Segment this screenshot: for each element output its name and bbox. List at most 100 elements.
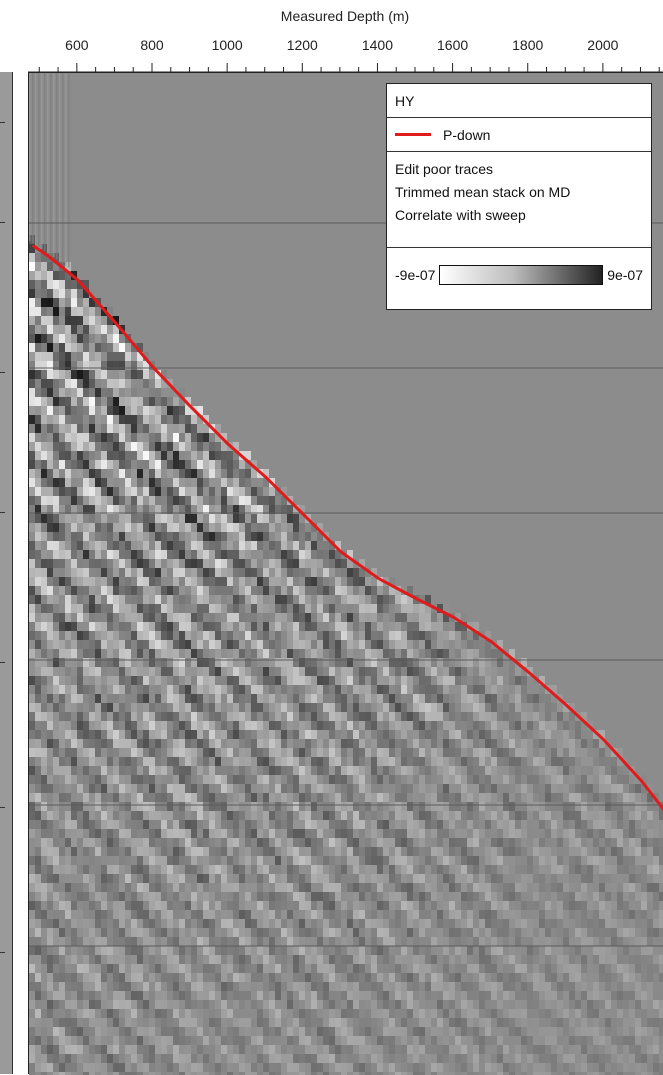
trace-cell (53, 802, 59, 811)
trace-cell (299, 973, 305, 982)
trace-cell (443, 730, 449, 739)
trace-cell (359, 973, 365, 982)
trace-cell (119, 442, 125, 451)
trace-cell (431, 712, 437, 721)
trace-cell (47, 577, 53, 586)
trace-cell (299, 703, 305, 712)
trace-cell (305, 613, 311, 622)
trace-cell (35, 829, 41, 838)
trace-cell (365, 712, 371, 721)
trace-cell (233, 784, 239, 793)
trace-cell (275, 955, 281, 964)
trace-cell (83, 361, 89, 370)
trace-cell (161, 937, 167, 946)
trace-cell (131, 874, 137, 883)
trace-cell (89, 568, 95, 577)
trace-cell (239, 577, 245, 586)
trace-cell (269, 1027, 275, 1036)
trace-cell (365, 793, 371, 802)
trace-cell (287, 568, 293, 577)
trace-cell (173, 469, 179, 478)
trace-cell (257, 856, 263, 865)
trace-cell (293, 955, 299, 964)
trace-cell (221, 487, 227, 496)
trace-cell (251, 946, 257, 955)
trace-cell (59, 955, 65, 964)
trace-cell (59, 1063, 65, 1072)
trace-cell (233, 487, 239, 496)
trace-cell (161, 559, 167, 568)
trace-cell (101, 487, 107, 496)
trace-cell (59, 739, 65, 748)
trace-cell (89, 811, 95, 820)
trace-cell (197, 775, 203, 784)
trace-cell (167, 649, 173, 658)
trace-cell (329, 982, 335, 991)
trace-cell (269, 568, 275, 577)
trace-cell (53, 1018, 59, 1027)
trace-cell (47, 631, 53, 640)
trace-cell (329, 622, 335, 631)
trace-cell (293, 883, 299, 892)
trace-cell (89, 298, 95, 307)
trace-cell (107, 649, 113, 658)
trace-cell (251, 829, 257, 838)
trace-cell (239, 1054, 245, 1063)
trace-cell (47, 595, 53, 604)
trace-cell (113, 424, 119, 433)
trace-cell (419, 739, 425, 748)
trace-cell (107, 883, 113, 892)
trace-cell (77, 1045, 83, 1054)
trace-cell (137, 379, 143, 388)
trace-cell (83, 307, 89, 316)
trace-cell (377, 991, 383, 1000)
trace-cell (53, 316, 59, 325)
trace-cell (53, 613, 59, 622)
trace-cell (131, 460, 137, 469)
trace-cell (227, 847, 233, 856)
trace-cell (347, 928, 353, 937)
trace-cell (197, 658, 203, 667)
trace-cell (83, 820, 89, 829)
trace-cell (131, 973, 137, 982)
trace-cell (173, 505, 179, 514)
trace-cell (89, 352, 95, 361)
trace-cell (209, 1054, 215, 1063)
trace-cell (329, 1000, 335, 1009)
trace-cell (29, 604, 35, 613)
trace-cell (383, 865, 389, 874)
trace-cell (53, 298, 59, 307)
trace-cell (35, 1000, 41, 1009)
trace-cell (311, 964, 317, 973)
trace-cell (59, 1045, 65, 1054)
trace-cell (305, 928, 311, 937)
trace-cell (263, 658, 269, 667)
trace-cell (203, 847, 209, 856)
trace-cell (77, 856, 83, 865)
trace-cell (53, 442, 59, 451)
trace-cell (353, 685, 359, 694)
trace-cell (41, 577, 47, 586)
trace-cell (353, 748, 359, 757)
trace-cell (389, 928, 395, 937)
trace-cell (245, 928, 251, 937)
trace-cell (149, 982, 155, 991)
trace-cell (245, 802, 251, 811)
trace-cell (143, 856, 149, 865)
trace-cell (365, 721, 371, 730)
trace-cell (41, 865, 47, 874)
trace-cell (161, 730, 167, 739)
trace-cell (155, 631, 161, 640)
trace-cell (431, 766, 437, 775)
trace-cell (95, 658, 101, 667)
trace-cell (209, 433, 215, 442)
trace-cell (413, 622, 419, 631)
trace-cell (41, 442, 47, 451)
trace-cell (401, 829, 407, 838)
trace-cell (365, 667, 371, 676)
trace-cell (65, 676, 71, 685)
trace-cell (89, 550, 95, 559)
trace-cell (233, 991, 239, 1000)
trace-cell (263, 1036, 269, 1045)
trace-cell (161, 847, 167, 856)
